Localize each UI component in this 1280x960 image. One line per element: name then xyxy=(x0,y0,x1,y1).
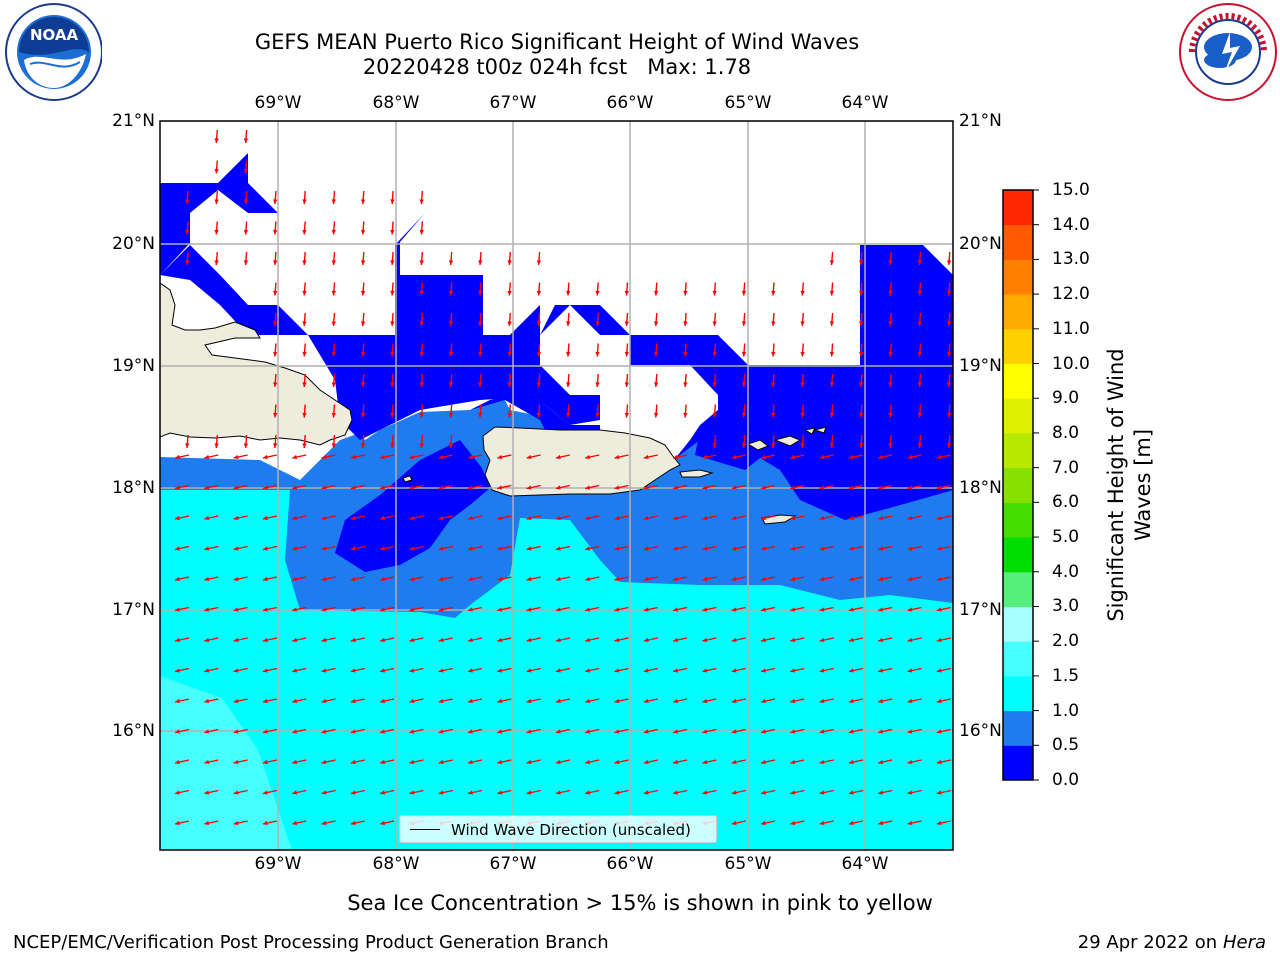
map-plot-area xyxy=(160,121,953,850)
colorbar-segment xyxy=(1003,502,1033,538)
colorbar-segment xyxy=(1003,363,1033,399)
lat-label-left: 20°N xyxy=(112,234,155,254)
colorbar-segment xyxy=(1003,745,1033,781)
legend-line-swatch xyxy=(410,829,440,830)
lat-label-right: 19°N xyxy=(959,356,1002,376)
colorbar-tick-label: 0.0 xyxy=(1052,770,1080,790)
colorbar-segment xyxy=(1003,224,1033,260)
footer-date: 29 Apr 2022 on Hera xyxy=(1077,932,1266,953)
colorbar-tick-label: 15.0 xyxy=(1052,180,1090,200)
band-0-0.5m-south xyxy=(335,440,490,572)
colorbar-tick-label: 2.0 xyxy=(1052,631,1080,652)
noaa-logo: NOAA xyxy=(2,2,103,102)
lat-label-right: 17°N xyxy=(959,600,1002,620)
nws-logo xyxy=(1178,2,1278,102)
colorbar-segment xyxy=(1003,571,1033,607)
lat-label-right: 21°N xyxy=(959,111,1002,131)
lon-label-bottom: 67°W xyxy=(489,854,537,874)
colorbar-segment xyxy=(1003,710,1033,746)
lon-label-top: 67°W xyxy=(489,93,537,113)
colorbar-segment xyxy=(1003,467,1033,503)
lat-label-left: 18°N xyxy=(112,478,155,498)
map-legend: Wind Wave Direction (unscaled) xyxy=(399,815,717,843)
lon-label-top: 66°W xyxy=(606,93,654,113)
colorbar-tick-label: 5.0 xyxy=(1052,527,1080,548)
colorbar-tick-label: 3.0 xyxy=(1052,596,1080,617)
sea-ice-note: Sea Ice Concentration > 15% is shown in … xyxy=(347,891,933,915)
colorbar-label: Significant Height of Wind Waves [m] xyxy=(1104,348,1155,622)
colorbar-tick-label: 8.0 xyxy=(1052,422,1080,443)
colorbar-tick-label: 7.0 xyxy=(1052,457,1080,478)
colorbar-tick-label: 1.0 xyxy=(1052,700,1080,721)
colorbar-tick-label: 9.0 xyxy=(1052,388,1080,409)
lat-label-left: 16°N xyxy=(112,721,155,741)
title-line-2: 20220428 t00z 024h fcst Max: 1.78 xyxy=(362,55,752,79)
land-mona-island xyxy=(402,475,413,483)
svg-text:NOAA: NOAA xyxy=(30,26,79,44)
colorbar-tick-label: 13.0 xyxy=(1052,249,1090,270)
lat-label-left: 21°N xyxy=(112,111,155,131)
nodata-gap-2 xyxy=(540,305,718,470)
colorbar-segment xyxy=(1003,294,1033,330)
colorbar-tick-label: 14.0 xyxy=(1052,214,1090,235)
chart-title: GEFS MEAN Puerto Rico Significant Height… xyxy=(255,30,859,80)
lat-label-right: 16°N xyxy=(959,721,1002,741)
colorbar-segment xyxy=(1003,537,1033,573)
legend-label: Wind Wave Direction (unscaled) xyxy=(451,821,691,839)
lat-label-left: 17°N xyxy=(112,600,155,620)
colorbar-tick-label: 0.5 xyxy=(1052,735,1080,756)
lon-label-bottom: 65°W xyxy=(724,854,772,874)
colorbar-tick-label: 10.0 xyxy=(1052,353,1090,374)
land-virgin-islands xyxy=(746,426,827,451)
colorbar-segment xyxy=(1003,259,1033,295)
lat-label-left: 19°N xyxy=(112,356,155,376)
colorbar-tick-label: 6.0 xyxy=(1052,492,1080,513)
band-0-0.5m-pocket xyxy=(695,365,953,520)
map-gridlines xyxy=(160,121,953,850)
band-0-0.5m-mid xyxy=(308,275,600,440)
colorbar-segment xyxy=(1003,190,1033,226)
lat-label-right: 18°N xyxy=(959,478,1002,498)
title-line-1: GEFS MEAN Puerto Rico Significant Height… xyxy=(254,30,860,54)
colorbar-segment xyxy=(1003,432,1033,469)
colorbar-tick-label: 12.0 xyxy=(1052,284,1090,305)
colorbar-frame xyxy=(1002,189,1034,781)
colorbar xyxy=(1002,189,1039,781)
colorbar-segment xyxy=(1003,606,1033,642)
colorbar-segment xyxy=(1003,398,1033,434)
land-hispaniola xyxy=(160,282,353,446)
band-1-1.5m-west xyxy=(160,676,292,850)
colorbar-segment xyxy=(1003,328,1033,365)
lat-label-right: 20°N xyxy=(959,234,1002,254)
colorbar-tick-label: 11.0 xyxy=(1052,318,1090,339)
land-vieques xyxy=(679,469,714,478)
colorbar-segment xyxy=(1003,675,1033,712)
colorbar-segment xyxy=(1003,641,1033,677)
footer-branch: NCEP/EMC/Verification Post Processing Pr… xyxy=(13,932,609,953)
lon-label-top: 65°W xyxy=(724,93,772,113)
lon-label-bottom: 69°W xyxy=(254,854,302,874)
lon-label-bottom: 66°W xyxy=(606,854,654,874)
lon-label-bottom: 68°W xyxy=(372,854,420,874)
nodata-gap-3 xyxy=(748,275,860,365)
map-frame xyxy=(159,120,954,851)
wind-wave-arrows xyxy=(174,129,952,826)
colorbar-tick-label: 1.5 xyxy=(1052,665,1080,686)
lon-label-top: 68°W xyxy=(372,93,420,113)
lon-label-top: 69°W xyxy=(254,93,302,113)
lon-label-bottom: 64°W xyxy=(841,854,889,874)
colorbar-tick-label: 4.0 xyxy=(1052,561,1080,582)
lon-label-top: 64°W xyxy=(841,93,889,113)
